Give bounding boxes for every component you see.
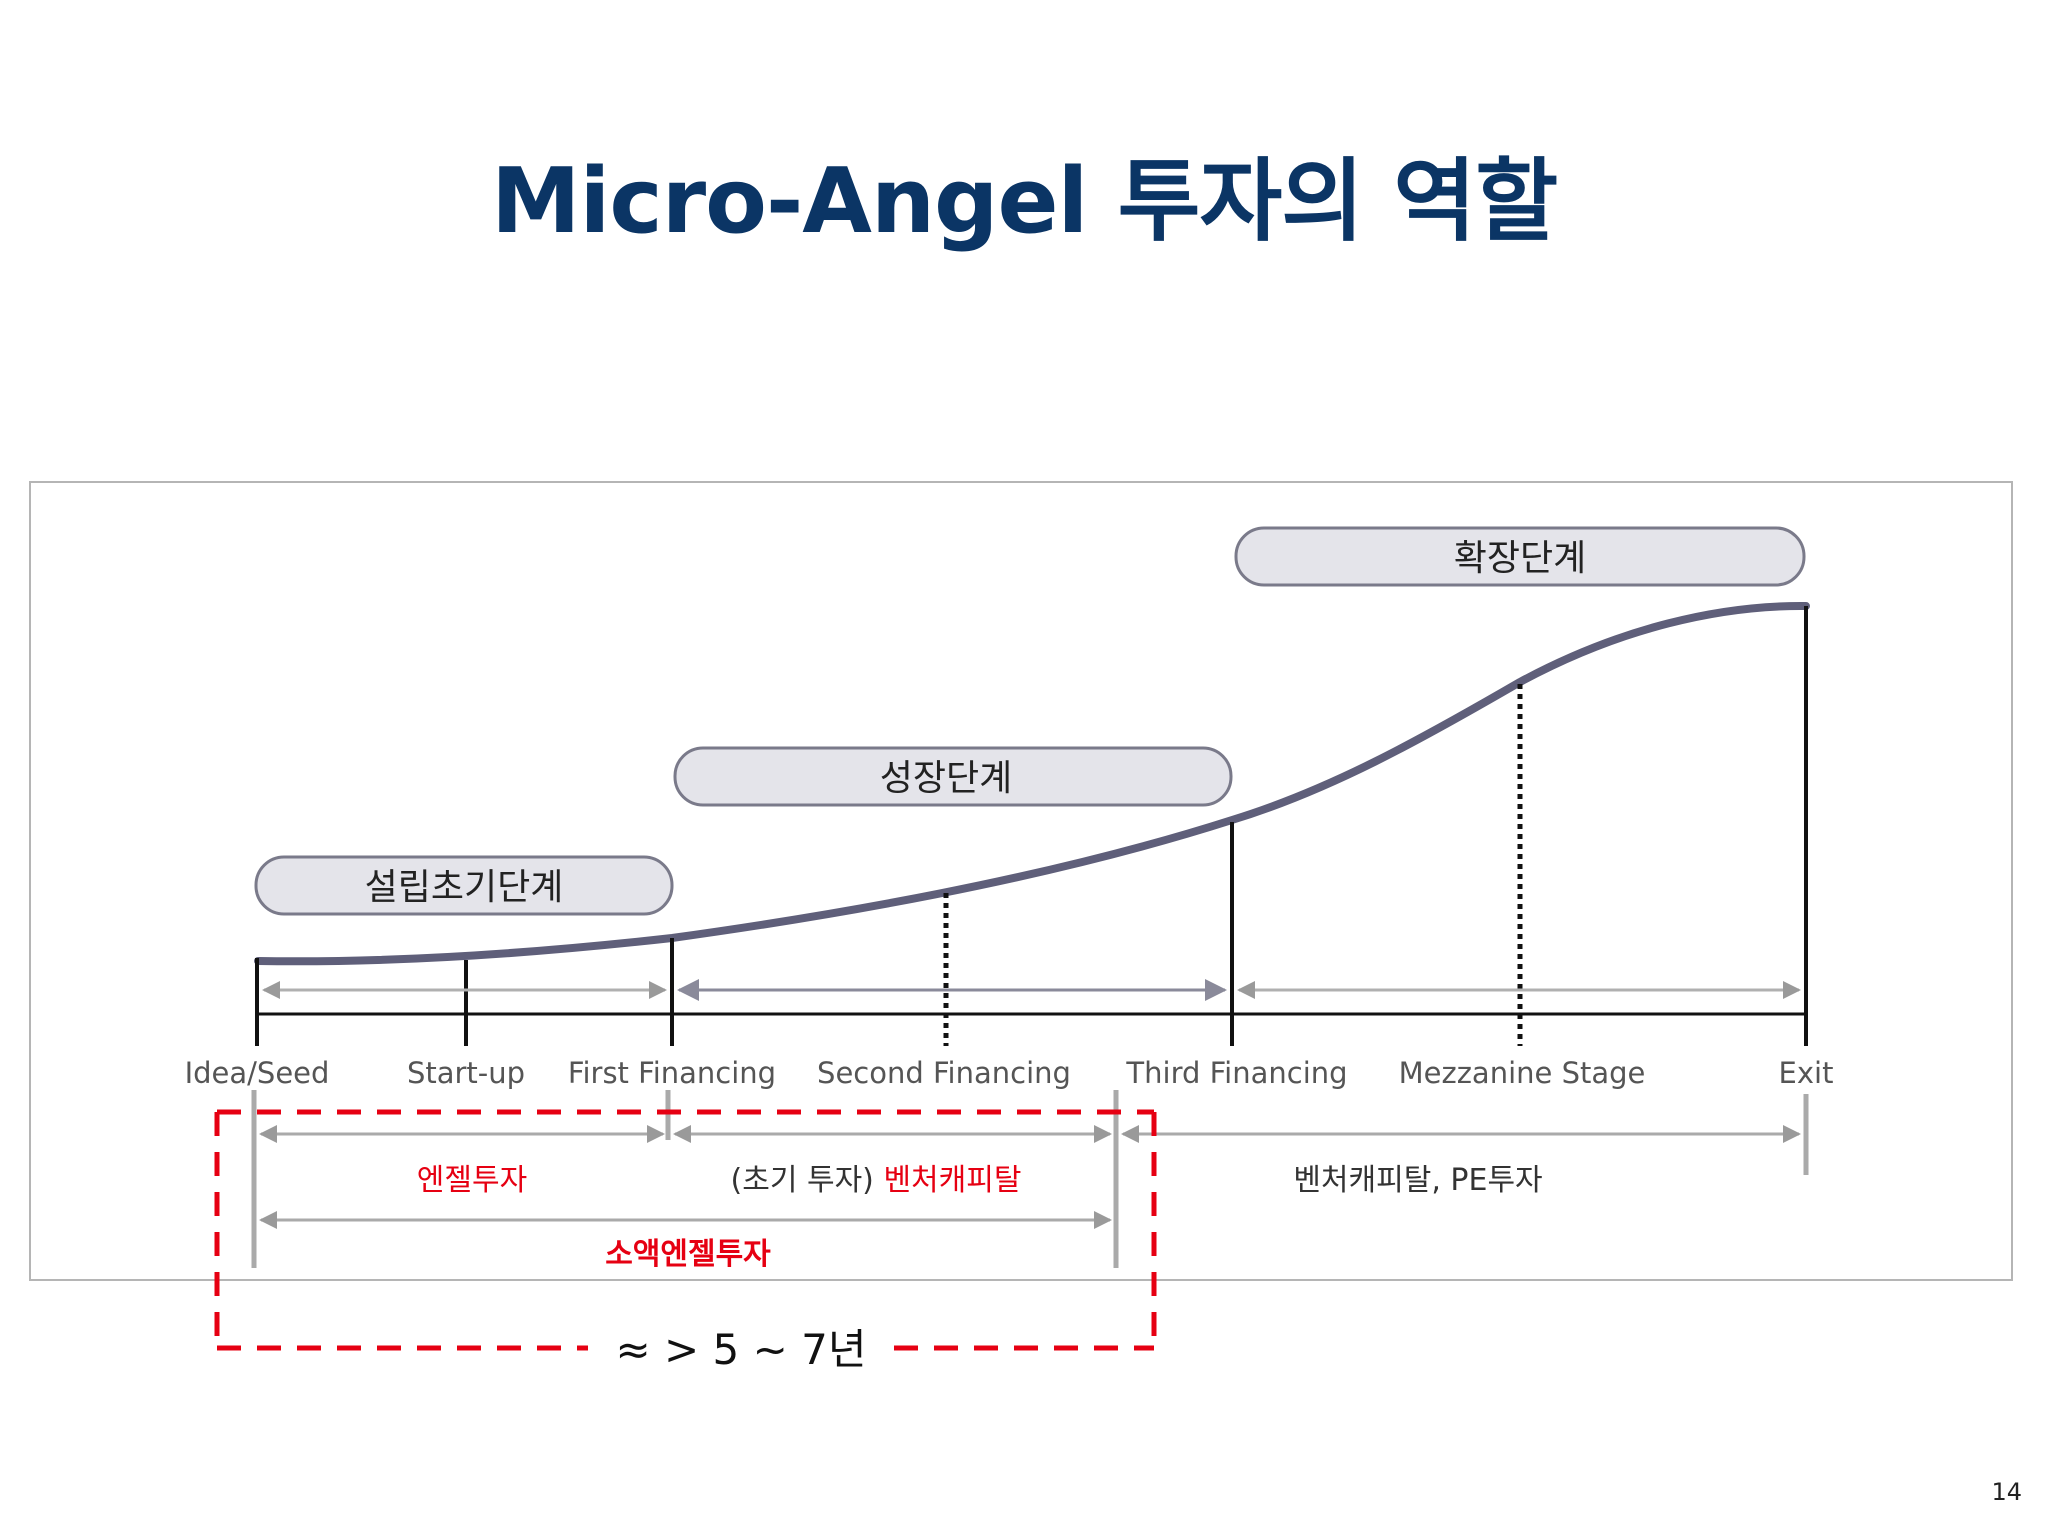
- page-number: 14: [1991, 1478, 2022, 1506]
- milestone-label-idea-seed: Idea/Seed: [185, 1056, 330, 1090]
- stage-badge-expansion: 확장단계: [1234, 526, 1806, 587]
- milestone-label-start-up: Start-up: [407, 1056, 525, 1090]
- milestone-label-first-financing: First Financing: [568, 1056, 776, 1090]
- investor-label-early-vc-main: 벤처캐피탈: [883, 1163, 1021, 1198]
- duration-label: ≈ > 5 ~ 7년: [615, 1325, 866, 1374]
- micro-angel-highlight-box: [214, 1109, 1157, 1351]
- growth-curve: [254, 601, 1810, 966]
- milestone-label-third-financing: Third Financing: [1125, 1056, 1347, 1090]
- investor-label-angel: 엔젤투자: [417, 1163, 527, 1198]
- investor-label-micro-angel: 소액엔젤투자: [605, 1237, 771, 1272]
- stage-badge-growth: 성장단계: [673, 746, 1233, 807]
- investor-label-vc-pe: 벤처캐피탈, PE투자: [1293, 1163, 1542, 1198]
- stage-badge-early: 설립초기단계: [254, 855, 674, 916]
- milestone-label-second-financing: Second Financing: [817, 1056, 1071, 1090]
- stage-label-growth: 성장단계: [880, 758, 1012, 799]
- slide-title: Micro-Angel 투자의 역할: [490, 149, 1558, 254]
- milestone-label-exit: Exit: [1779, 1056, 1834, 1090]
- milestone-label-mezzanine: Mezzanine Stage: [1399, 1056, 1646, 1090]
- investor-label-early-vc-prefix: (초기 투자): [731, 1163, 884, 1198]
- stage-label-early: 설립초기단계: [365, 867, 564, 908]
- stage-label-expansion: 확장단계: [1454, 538, 1586, 579]
- investor-label-early-vc: (초기 투자) 벤처캐피탈: [731, 1163, 1022, 1198]
